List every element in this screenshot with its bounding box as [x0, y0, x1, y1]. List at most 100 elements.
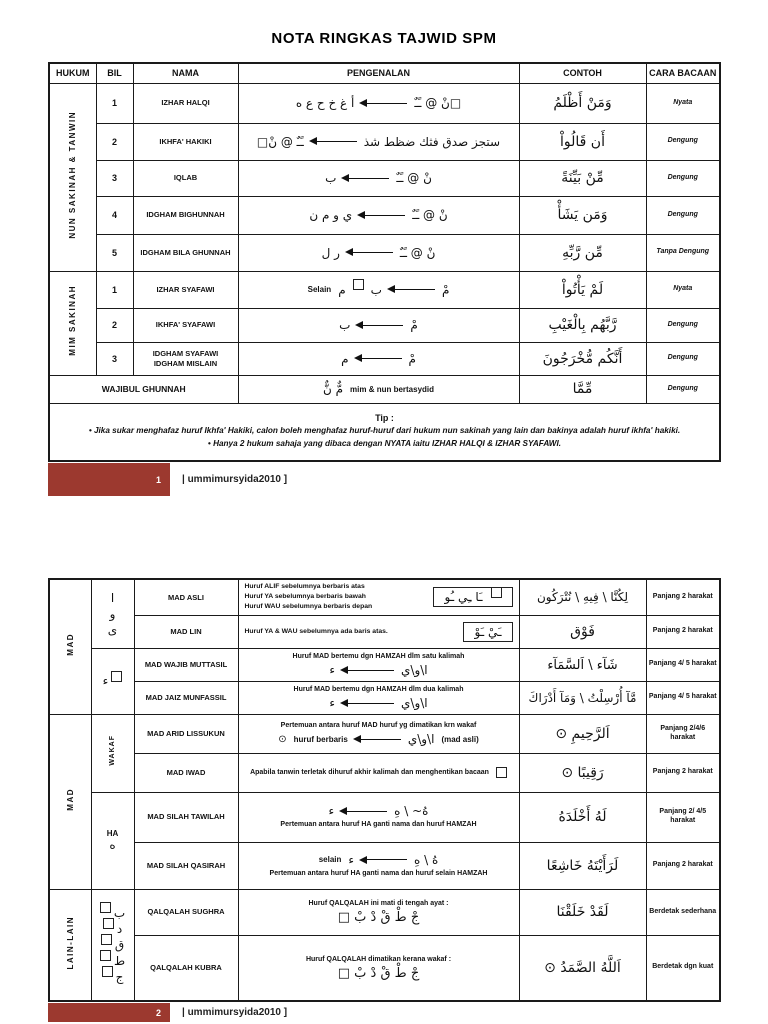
contoh-cell: لَمْ يَأْتُواْ — [518, 270, 647, 309]
pengenalan-silah-tawilah: ء هُ~ \ هِ Pertemuan antara huruf HA gan… — [237, 791, 520, 843]
qalqalah-kubra-note: Huruf QALQALAH dimatikan kerana wakaf : — [305, 955, 452, 963]
tajwid-table-page2: MAD ا و ى MAD ASLI Huruf ALIF sebelumnya… — [48, 578, 721, 1002]
pengenalan-mad-lin: Huruf YA & WAU sebelumnya ada baris atas… — [237, 614, 520, 649]
mad-letters: ا\و\ي — [401, 696, 428, 711]
table-row-mad-wajib-muttasil: ء MAD WAJIB MUTTASIL Huruf MAD bertemu d… — [49, 647, 721, 715]
contoh-cell: مِّمَّا — [518, 374, 647, 404]
table-row-qalqalah-kubra: QALQALAH KUBRA Huruf QALQALAH dimatikan … — [49, 934, 721, 1002]
huruf-idgham-bila-letters: ر ل — [321, 245, 340, 260]
nun-tanwin-notation: □نْ @ ـًـٌ — [414, 96, 462, 110]
arrow-left-icon — [344, 248, 393, 257]
page-title: NOTA RINGKAS TAJWID SPM — [271, 30, 497, 47]
pengenalan-idgham-syafawi: م مْ — [237, 341, 520, 376]
ba-letter: ب — [339, 318, 351, 332]
nama-wajibul-ghunnah: WAJIBUL GHUNNAH — [48, 374, 239, 404]
bil-cell: 2 — [95, 122, 134, 161]
cara-bacaan-cell: Dengung — [645, 122, 721, 161]
arrow-left-icon — [355, 320, 404, 329]
table-row-mad-silah-tawilah: HA ه MAD SILAH TAWILAH ء هُ~ \ هِ Pertem… — [49, 791, 721, 890]
col-header-cara-bacaan: CARA BACAAN — [645, 62, 721, 84]
arrow-left-icon — [359, 855, 408, 864]
hamzah-letter: ء — [329, 696, 336, 711]
arrow-left-icon — [386, 285, 435, 294]
pengenalan-qalqalah-kubra: Huruf QALQALAH dimatikan kerana wakaf : … — [237, 934, 520, 1002]
waqaf-circle-icon: ⊙ — [278, 733, 287, 745]
group-label-text: MAD — [65, 787, 75, 811]
cara-bacaan-cell: Panjang 2 harakat — [645, 752, 721, 793]
arrow-left-icon — [340, 665, 395, 674]
cara-bacaan-cell: Dengung — [645, 307, 721, 343]
qalqalah-letters-cell: ب د ق ط ج — [90, 888, 135, 1002]
sub-label-wakaf: WAKAF — [90, 713, 135, 793]
ha-dhamir-notation: هُ~ \ هِ — [394, 804, 429, 819]
bil-cell: 5 — [95, 233, 134, 272]
nama-idgham-bighunnah: IDGHAM BIGHUNNAH — [132, 195, 239, 235]
any-letter-box — [490, 586, 502, 598]
nama-izhar-syafawi: IZHAR SYAFAWI — [132, 270, 239, 309]
table-row-mad-asli: MAD ا و ى MAD ASLI Huruf ALIF sebelumnya… — [48, 578, 721, 715]
selain-label: selain — [318, 855, 342, 865]
any-letter-box — [100, 934, 112, 946]
arrow-left-icon — [352, 734, 401, 743]
tip-bullet-2: • Hanya 2 hukum sahaja yang dibaca denga… — [207, 438, 562, 448]
tajwid-table-page1: HUKUM BIL NAMA PENGENALAN CONTOH CARA BA… — [48, 62, 721, 462]
col-header-pengenalan: PENGENALAN — [237, 62, 520, 84]
contoh-cell: رَقِيبًا ⊙ — [518, 752, 647, 793]
huruf-iqlab-letter: ب — [325, 171, 337, 185]
pengenalan-mad-wajib: Huruf MAD bertemu dgn HAMZAH dlm satu ka… — [237, 647, 520, 682]
nama-mad-arid-lissukun: MAD ARID LISSUKUN — [133, 713, 239, 754]
ha-dhamir-notation: هُ \ هِ — [414, 852, 439, 867]
hamzah-letter: ء — [348, 852, 355, 867]
cara-bacaan-cell: Panjang 4/ 5 harakat — [645, 680, 721, 715]
col-header-bil: BIL — [95, 62, 134, 84]
cara-bacaan-cell: Dengung — [645, 341, 721, 376]
footer-page2: 2 | ummimursyida2010 ] — [48, 1003, 287, 1022]
any-letter-box — [101, 966, 113, 978]
nama-line1: IDGHAM SYAFAWI — [152, 349, 219, 359]
group-label-mim-sakinah: MIM SAKINAH — [48, 270, 97, 376]
tip-title: Tip : — [375, 413, 394, 424]
cara-bacaan-cell: Berdetak dgn kuat — [645, 934, 721, 1002]
ba-letter: ب — [113, 905, 126, 920]
table-row-idgham-bila-ghunnah: 5 IDGHAM BILA GHUNNAH ر ل نْ @ ـًـٌ مِّن… — [49, 233, 721, 272]
contoh-cell: وَمَن يَشَأْ — [518, 195, 647, 235]
jim-letter: ج — [115, 969, 124, 984]
pengenalan-mad-jaiz: Huruf MAD bertemu dgn HAMZAH dlm dua kal… — [237, 680, 520, 715]
huruf-mad-letters-cell: ا و ى — [90, 578, 135, 649]
bil-cell: 4 — [95, 195, 134, 235]
note-line: Huruf WAU sebelumnya berbaris depan — [244, 603, 373, 611]
cara-bacaan-cell: Panjang 2 harakat — [645, 841, 721, 890]
nama-mad-asli: MAD ASLI — [133, 578, 239, 616]
contoh-cell: لِكُنَّا \ فِيهِ \ نُتْرَكُون — [518, 578, 647, 616]
table-row-mad-silah-qasirah: MAD SILAH QASIRAH selain ء هُ \ هِ Perte… — [49, 841, 721, 890]
cara-bacaan-cell: Tanpa Dengung — [645, 233, 721, 272]
qalqalah-letters-line: جْ طْ قْ دْ بْ □ — [337, 965, 420, 981]
table-row-idgham-bighunnah: 4 IDGHAM BIGHUNNAH ي و م ن نْ @ ـًـٌ وَم… — [49, 195, 721, 235]
arrow-left-icon — [341, 173, 390, 182]
any-letter-box — [99, 902, 111, 914]
footer-author-text: | ummimursyida2010 ] — [182, 1007, 288, 1018]
contoh-cell: لَهُ أَخْلَدَهُ — [518, 791, 647, 843]
nama-idgham-bila-ghunnah: IDGHAM BILA GHUNNAH — [132, 233, 239, 272]
table-row-wajibul-ghunnah: WAJIBUL GHUNNAH مٌّ نٌّ mim & nun bertas… — [48, 374, 721, 404]
nama-ikhfa-hakiki: IKHFA' HAKIKI — [132, 122, 239, 161]
cara-bacaan-cell: Dengung — [645, 374, 721, 404]
hamzah-letter: ء — [102, 674, 109, 688]
huruf-berbaris-label: huruf berbaris — [293, 734, 348, 744]
col-header-nama: NAMA — [132, 62, 239, 84]
bil-cell: 3 — [95, 159, 134, 197]
contoh-cell: رَّبَّهُم بِالْغَيْبِ — [518, 307, 647, 343]
qalqalah-letters-line: جْ طْ قْ دْ بْ □ — [337, 910, 420, 926]
pengenalan-wajibul-ghunnah: مٌّ نٌّ mim & nun bertasydid — [237, 374, 520, 404]
bil-cell: 1 — [95, 270, 134, 309]
arrow-left-icon — [353, 354, 402, 363]
hamzah-letter: ء — [329, 663, 336, 678]
dal-letter: د — [116, 921, 123, 936]
nama-idgham-syafawi: IDGHAM SYAFAWI IDGHAM MISLAIN — [132, 341, 239, 376]
mad-asli-diagram: ـَا ـِي ـُو — [433, 586, 513, 608]
nama-ikhfa-syafawi: IKHFA' SYAFAWI — [132, 307, 239, 343]
pengenalan-silah-qasirah: selain ء هُ \ هِ Pertemuan antara huruf … — [237, 841, 520, 890]
any-letter-box — [102, 918, 114, 930]
col-header-contoh: CONTOH — [518, 62, 647, 84]
